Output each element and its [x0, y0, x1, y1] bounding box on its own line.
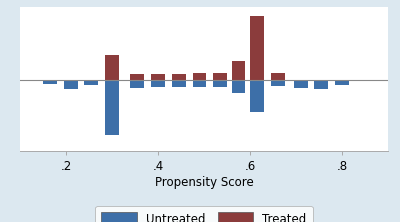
Bar	[232, 61, 245, 80]
Bar	[335, 80, 349, 85]
Bar	[250, 16, 264, 80]
Bar	[213, 73, 227, 80]
Bar	[192, 80, 206, 87]
Legend: Untreated, Treated: Untreated, Treated	[96, 206, 312, 222]
Bar	[130, 74, 144, 80]
Bar	[294, 80, 308, 88]
Bar	[213, 80, 227, 87]
Bar	[151, 74, 165, 80]
Bar	[172, 74, 186, 80]
Bar	[271, 73, 284, 80]
Bar	[105, 55, 119, 80]
Bar	[105, 80, 119, 135]
Bar	[64, 80, 78, 89]
X-axis label: Propensity Score: Propensity Score	[155, 176, 253, 189]
Bar	[84, 80, 98, 85]
Bar	[172, 80, 186, 87]
Bar	[232, 80, 245, 93]
Bar	[271, 80, 284, 85]
Bar	[192, 73, 206, 80]
Bar	[250, 80, 264, 113]
Bar	[43, 80, 57, 84]
Bar	[314, 80, 328, 89]
Bar	[130, 80, 144, 88]
Bar	[151, 80, 165, 87]
